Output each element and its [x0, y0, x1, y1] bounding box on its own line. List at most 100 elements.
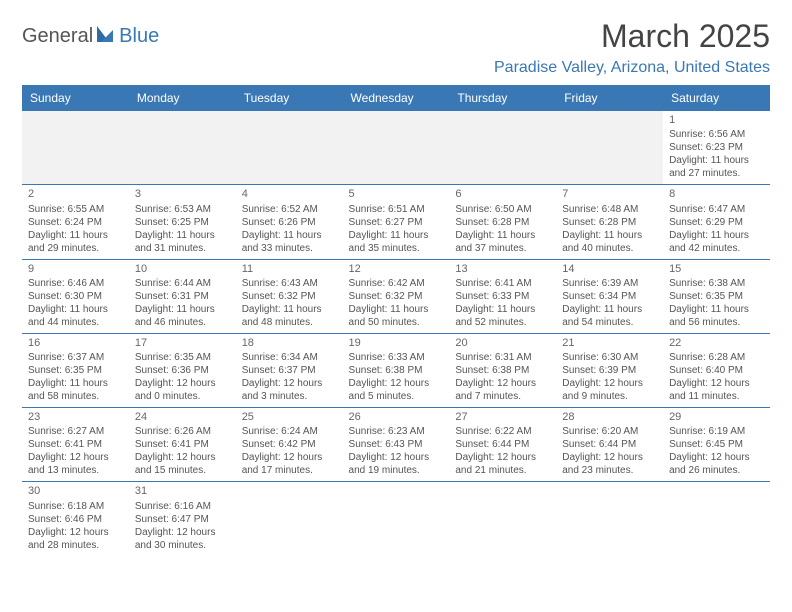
calendar-cell: 7 Sunrise: 6:48 AMSunset: 6:28 PMDaylight…	[556, 185, 663, 259]
calendar-row: 23Sunrise: 6:27 AMSunset: 6:41 PMDayligh…	[22, 408, 770, 482]
calendar-cell: 25Sunrise: 6:24 AMSunset: 6:42 PMDayligh…	[236, 408, 343, 482]
sail-icon	[95, 24, 117, 49]
sunset-text: Sunset: 6:47 PM	[135, 513, 230, 526]
sunrise-text: Sunrise: 6:55 AM	[28, 203, 123, 216]
weekday-header: Friday	[556, 85, 663, 111]
sunrise-text: Sunrise: 6:30 AM	[562, 351, 657, 364]
sunset-text: Sunset: 6:35 PM	[669, 290, 764, 303]
calendar-cell: 5Sunrise: 6:51 AMSunset: 6:27 PMDaylight…	[343, 185, 450, 259]
calendar-cell: 3Sunrise: 6:53 AMSunset: 6:25 PMDaylight…	[129, 185, 236, 259]
sunrise-text: Sunrise: 6:48 AM	[562, 203, 657, 216]
page-title: March 2025	[494, 18, 770, 55]
sunset-text: Sunset: 6:25 PM	[135, 216, 230, 229]
sunset-text: Sunset: 6:29 PM	[669, 216, 764, 229]
sunset-text: Sunset: 6:26 PM	[242, 216, 337, 229]
day-number: 13	[455, 262, 550, 276]
day-number: 20	[455, 336, 550, 350]
sunset-text: Sunset: 6:24 PM	[28, 216, 123, 229]
sunrise-text: Sunrise: 6:37 AM	[28, 351, 123, 364]
sunrise-text: Sunrise: 6:52 AM	[242, 203, 337, 216]
sunset-text: Sunset: 6:27 PM	[349, 216, 444, 229]
calendar-cell: 8Sunrise: 6:47 AMSunset: 6:29 PMDaylight…	[663, 185, 770, 259]
daylight-text: Daylight: 11 hours and 37 minutes.	[455, 229, 550, 255]
day-number: 15	[669, 262, 764, 276]
sunset-text: Sunset: 6:38 PM	[455, 364, 550, 377]
calendar-cell	[556, 482, 663, 556]
daylight-text: Daylight: 12 hours and 23 minutes.	[562, 451, 657, 477]
calendar-row: 9Sunrise: 6:46 AMSunset: 6:30 PMDaylight…	[22, 259, 770, 333]
sunrise-text: Sunrise: 6:44 AM	[135, 277, 230, 290]
calendar-cell	[236, 111, 343, 185]
day-number: 24	[135, 410, 230, 424]
weekday-header: Tuesday	[236, 85, 343, 111]
calendar-row: 16Sunrise: 6:37 AMSunset: 6:35 PMDayligh…	[22, 333, 770, 407]
calendar-cell: 2Sunrise: 6:55 AMSunset: 6:24 PMDaylight…	[22, 185, 129, 259]
daylight-text: Daylight: 11 hours and 33 minutes.	[242, 229, 337, 255]
sunset-text: Sunset: 6:39 PM	[562, 364, 657, 377]
calendar-cell: 24Sunrise: 6:26 AMSunset: 6:41 PMDayligh…	[129, 408, 236, 482]
day-number: 22	[669, 336, 764, 350]
day-number: 18	[242, 336, 337, 350]
sunset-text: Sunset: 6:46 PM	[28, 513, 123, 526]
daylight-text: Daylight: 11 hours and 56 minutes.	[669, 303, 764, 329]
daylight-text: Daylight: 12 hours and 7 minutes.	[455, 377, 550, 403]
sunrise-text: Sunrise: 6:18 AM	[28, 500, 123, 513]
day-number: 29	[669, 410, 764, 424]
calendar-table: Sunday Monday Tuesday Wednesday Thursday…	[22, 85, 770, 556]
daylight-text: Daylight: 11 hours and 27 minutes.	[669, 154, 764, 180]
calendar-row: 2Sunrise: 6:55 AMSunset: 6:24 PMDaylight…	[22, 185, 770, 259]
calendar-row: 30Sunrise: 6:18 AMSunset: 6:46 PMDayligh…	[22, 482, 770, 556]
sunset-text: Sunset: 6:23 PM	[669, 141, 764, 154]
day-number: 19	[349, 336, 444, 350]
calendar-cell: 1Sunrise: 6:56 AMSunset: 6:23 PMDaylight…	[663, 111, 770, 185]
sunrise-text: Sunrise: 6:56 AM	[669, 128, 764, 141]
sunrise-text: Sunrise: 6:38 AM	[669, 277, 764, 290]
header: General Blue March 2025 Paradise Valley,…	[22, 18, 770, 77]
sunset-text: Sunset: 6:28 PM	[562, 216, 657, 229]
calendar-cell: 6Sunrise: 6:50 AMSunset: 6:28 PMDaylight…	[449, 185, 556, 259]
daylight-text: Daylight: 12 hours and 13 minutes.	[28, 451, 123, 477]
day-number: 21	[562, 336, 657, 350]
sunrise-text: Sunrise: 6:28 AM	[669, 351, 764, 364]
calendar-cell: 22Sunrise: 6:28 AMSunset: 6:40 PMDayligh…	[663, 333, 770, 407]
sunset-text: Sunset: 6:35 PM	[28, 364, 123, 377]
sunset-text: Sunset: 6:30 PM	[28, 290, 123, 303]
daylight-text: Daylight: 12 hours and 15 minutes.	[135, 451, 230, 477]
sunset-text: Sunset: 6:32 PM	[349, 290, 444, 303]
sunset-text: Sunset: 6:33 PM	[455, 290, 550, 303]
day-number: 1	[669, 113, 764, 127]
calendar-cell: 9Sunrise: 6:46 AMSunset: 6:30 PMDaylight…	[22, 259, 129, 333]
daylight-text: Daylight: 11 hours and 48 minutes.	[242, 303, 337, 329]
daylight-text: Daylight: 12 hours and 3 minutes.	[242, 377, 337, 403]
sunrise-text: Sunrise: 6:50 AM	[455, 203, 550, 216]
weekday-header: Thursday	[449, 85, 556, 111]
daylight-text: Daylight: 12 hours and 0 minutes.	[135, 377, 230, 403]
calendar-cell	[129, 111, 236, 185]
daylight-text: Daylight: 11 hours and 35 minutes.	[349, 229, 444, 255]
title-block: March 2025 Paradise Valley, Arizona, Uni…	[494, 18, 770, 77]
calendar-cell: 31Sunrise: 6:16 AMSunset: 6:47 PMDayligh…	[129, 482, 236, 556]
calendar-cell	[236, 482, 343, 556]
day-number: 4	[242, 187, 337, 201]
calendar-row: 1Sunrise: 6:56 AMSunset: 6:23 PMDaylight…	[22, 111, 770, 185]
calendar-cell: 17Sunrise: 6:35 AMSunset: 6:36 PMDayligh…	[129, 333, 236, 407]
calendar-cell: 16Sunrise: 6:37 AMSunset: 6:35 PMDayligh…	[22, 333, 129, 407]
daylight-text: Daylight: 11 hours and 40 minutes.	[562, 229, 657, 255]
sunrise-text: Sunrise: 6:31 AM	[455, 351, 550, 364]
calendar-cell: 29Sunrise: 6:19 AMSunset: 6:45 PMDayligh…	[663, 408, 770, 482]
logo-text-blue: Blue	[119, 25, 159, 48]
day-number: 12	[349, 262, 444, 276]
sunset-text: Sunset: 6:37 PM	[242, 364, 337, 377]
calendar-cell: 13Sunrise: 6:41 AMSunset: 6:33 PMDayligh…	[449, 259, 556, 333]
daylight-text: Daylight: 12 hours and 21 minutes.	[455, 451, 550, 477]
day-number: 7	[562, 187, 657, 201]
sunrise-text: Sunrise: 6:26 AM	[135, 425, 230, 438]
logo: General Blue	[22, 24, 159, 49]
sunset-text: Sunset: 6:44 PM	[562, 438, 657, 451]
daylight-text: Daylight: 12 hours and 17 minutes.	[242, 451, 337, 477]
sunset-text: Sunset: 6:36 PM	[135, 364, 230, 377]
daylight-text: Daylight: 12 hours and 26 minutes.	[669, 451, 764, 477]
day-number: 14	[562, 262, 657, 276]
calendar-cell: 28Sunrise: 6:20 AMSunset: 6:44 PMDayligh…	[556, 408, 663, 482]
calendar-cell: 12Sunrise: 6:42 AMSunset: 6:32 PMDayligh…	[343, 259, 450, 333]
